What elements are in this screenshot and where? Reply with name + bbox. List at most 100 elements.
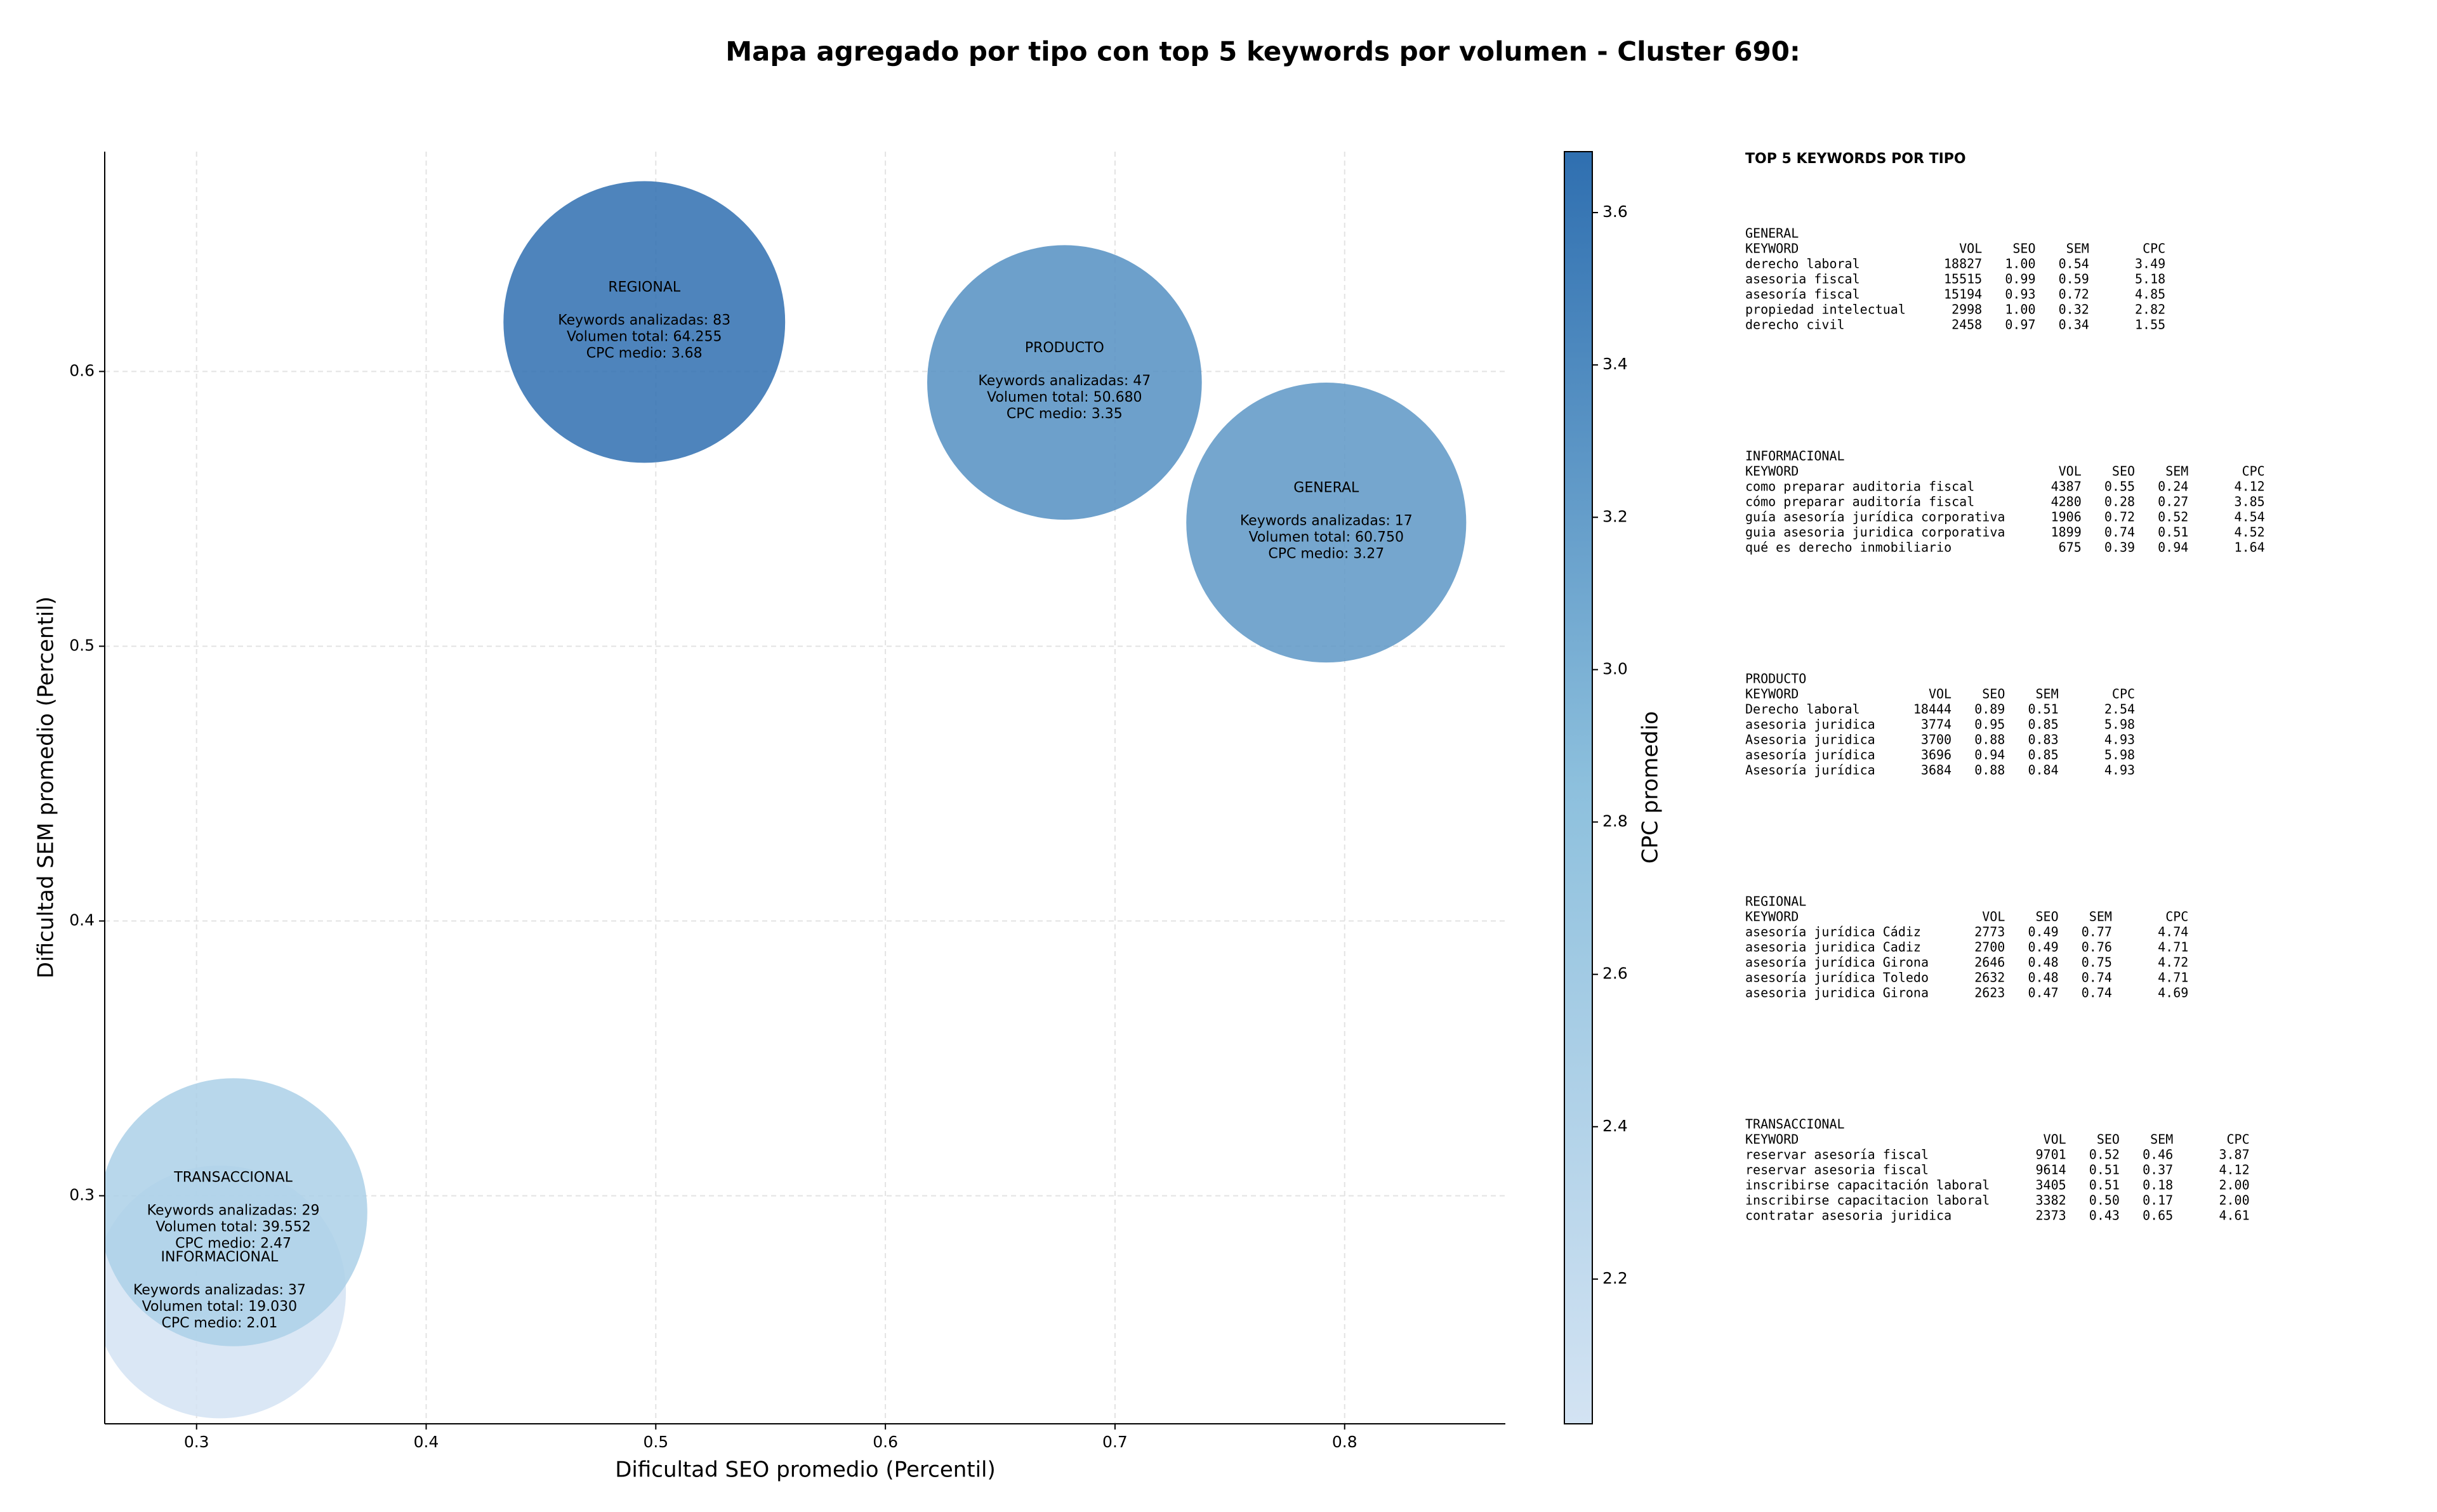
table-cell: 2.54 <box>2104 702 2135 717</box>
table-cell: inscribirse capacitación laboral <box>1745 1178 1990 1193</box>
panel-title: TOP 5 KEYWORDS POR TIPO <box>1745 151 1966 167</box>
table-cell: derecho civil <box>1745 317 1845 332</box>
table-cell: 4.12 <box>2219 1162 2249 1178</box>
table-cell: 0.48 <box>2028 970 2058 985</box>
column-header: SEM <box>2150 1132 2173 1147</box>
table-cell: 0.94 <box>1974 747 2005 763</box>
column-header: SEM <box>2165 464 2188 479</box>
colorbar-tick-label: 3.4 <box>1602 355 1628 373</box>
table-cell: guia asesoria juridica corporativa <box>1745 525 2005 540</box>
column-header: SEO <box>2036 909 2059 924</box>
table-cell: 4.61 <box>2219 1208 2249 1223</box>
x-tick-label: 0.6 <box>873 1433 898 1451</box>
table-cell: 0.84 <box>2028 763 2058 778</box>
table-cell: 0.54 <box>2059 256 2089 272</box>
table-cell: 2458 <box>1952 317 1982 332</box>
table-cell: 0.17 <box>2143 1193 2173 1208</box>
table-cell: asesoria juridica <box>1745 717 1875 732</box>
table-cell: 4.93 <box>2104 732 2135 747</box>
table-cell: Asesoría jurídica <box>1745 763 1875 778</box>
table-cell: 0.93 <box>2005 287 2035 302</box>
table-cell: asesoría jurídica Toledo <box>1745 970 1929 985</box>
table-cell: 0.46 <box>2143 1147 2173 1162</box>
y-tick-label: 0.3 <box>69 1186 95 1204</box>
section-name: TRANSACCIONAL <box>1745 1117 1845 1132</box>
bubble-label: Volumen total: 60.750 <box>1249 530 1404 546</box>
table-cell: 0.49 <box>2028 940 2058 955</box>
table-cell: 2998 <box>1952 302 1982 317</box>
table-cell: 0.47 <box>2028 985 2058 1001</box>
column-header: KEYWORD <box>1745 241 1799 256</box>
section-name: INFORMACIONAL <box>1745 449 1845 464</box>
table-cell: asesoría jurídica Cádiz <box>1745 924 1921 940</box>
table-cell: 2646 <box>1974 955 2005 970</box>
table-cell: 0.50 <box>2089 1193 2120 1208</box>
x-tick-label: 0.8 <box>1332 1433 1357 1451</box>
table-cell: 3696 <box>1921 747 1952 763</box>
table-cell: 0.99 <box>2005 272 2035 287</box>
table-cell: 9701 <box>2036 1147 2066 1162</box>
table-cell: 18827 <box>1944 256 1982 272</box>
table-cell: 3.49 <box>2135 256 2165 272</box>
x-tick-label: 0.7 <box>1102 1433 1128 1451</box>
column-header: VOL <box>1959 241 1982 256</box>
bubble <box>503 181 786 463</box>
table-cell: Asesoria juridica <box>1745 732 1875 747</box>
table-cell: 4.71 <box>2158 940 2188 955</box>
table-cell: 0.49 <box>2028 924 2058 940</box>
table-cell: 0.76 <box>2082 940 2112 955</box>
table-cell: 0.48 <box>2028 955 2058 970</box>
table-cell: 4.52 <box>2235 525 2265 540</box>
table-cell: 18444 <box>1913 702 1952 717</box>
table-cell: 0.88 <box>1974 763 2005 778</box>
column-header: SEO <box>2012 241 2035 256</box>
table-cell: 9614 <box>2036 1162 2066 1178</box>
table-cell: 4.69 <box>2158 985 2188 1001</box>
table-cell: Derecho laboral <box>1745 702 1860 717</box>
table-cell: 0.65 <box>2143 1208 2173 1223</box>
column-header: SEM <box>2066 241 2089 256</box>
table-cell: inscribirse capacitacion laboral <box>1745 1193 1990 1208</box>
table-cell: 2.00 <box>2219 1193 2249 1208</box>
table-cell: contratar asesoria juridica <box>1745 1208 1952 1223</box>
column-header: CPC <box>2112 687 2135 702</box>
table-cell: 0.74 <box>2104 525 2135 540</box>
table-cell: 0.51 <box>2089 1162 2120 1178</box>
table-cell: 4.93 <box>2104 763 2135 778</box>
table-cell: 0.94 <box>2158 540 2188 555</box>
table-cell: 0.24 <box>2158 479 2188 494</box>
table-cell: 3.85 <box>2235 494 2265 509</box>
column-header: CPC <box>2165 909 2188 924</box>
table-cell: 0.51 <box>2028 702 2058 717</box>
table-cell: 0.51 <box>2089 1178 2120 1193</box>
bubble-label: Keywords analizadas: 47 <box>978 373 1151 389</box>
table-cell: 0.97 <box>2005 317 2035 332</box>
table-cell: 2.00 <box>2219 1178 2249 1193</box>
section-name: PRODUCTO <box>1745 671 1806 687</box>
table-cell: 2373 <box>2036 1208 2066 1223</box>
table-cell: 2.82 <box>2135 302 2165 317</box>
table-cell: 2632 <box>1974 970 2005 985</box>
colorbar-label: CPC promedio <box>1638 711 1663 864</box>
table-cell: 0.89 <box>1974 702 2005 717</box>
table-cell: reservar asesoría fiscal <box>1745 1147 1929 1162</box>
table-cell: 0.52 <box>2158 509 2188 525</box>
table-cell: 0.34 <box>2059 317 2089 332</box>
table-cell: qué es derecho inmobiliario <box>1745 540 1952 555</box>
bubble-name: INFORMACIONAL <box>161 1249 279 1265</box>
table-cell: derecho laboral <box>1745 256 1860 272</box>
table-cell: 0.72 <box>2059 287 2089 302</box>
bubble <box>927 245 1202 520</box>
x-tick-label: 0.4 <box>414 1433 439 1451</box>
table-cell: 1906 <box>2051 509 2082 525</box>
column-header: KEYWORD <box>1745 909 1799 924</box>
column-header: KEYWORD <box>1745 464 1799 479</box>
x-axis-label: Dificultad SEO promedio (Percentil) <box>615 1457 996 1483</box>
table-cell: asesoria juridica Cadiz <box>1745 940 1921 955</box>
table-cell: 0.85 <box>2028 747 2058 763</box>
colorbar-tick-label: 3.6 <box>1602 202 1628 221</box>
colorbar-tick-label: 3.2 <box>1602 507 1628 525</box>
table-cell: 0.77 <box>2082 924 2112 940</box>
bubble-label: Volumen total: 50.680 <box>987 390 1142 405</box>
